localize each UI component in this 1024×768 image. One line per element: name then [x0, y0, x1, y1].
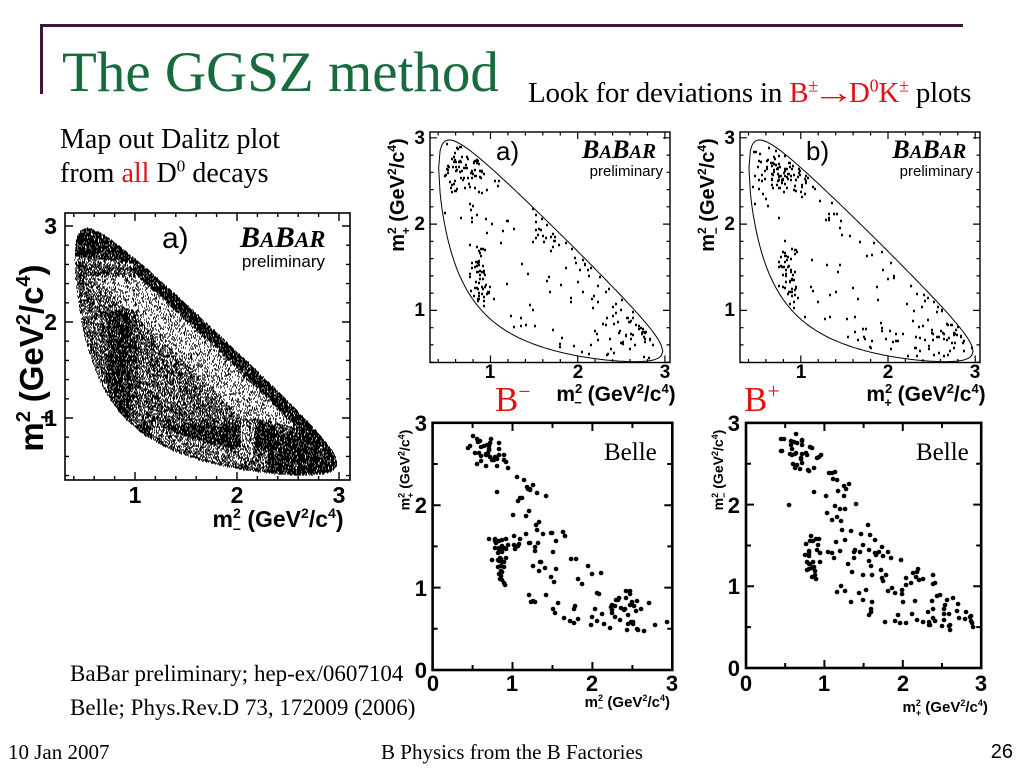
svg-text:1: 1	[728, 574, 740, 599]
svg-text:preliminary: preliminary	[242, 252, 326, 271]
svg-text:m2+ (GeV2/c4): m2+ (GeV2/c4)	[397, 430, 416, 511]
svg-text:BABAR: BABAR	[239, 221, 325, 254]
svg-text:m2− (GeV2/c4): m2− (GeV2/c4)	[710, 430, 729, 511]
svg-text:m2− (GeV2/c4): m2− (GeV2/c4)	[213, 505, 344, 537]
svg-text:Belle: Belle	[604, 439, 657, 466]
svg-text:preliminary: preliminary	[590, 163, 664, 180]
svg-text:1: 1	[414, 300, 425, 321]
svg-text:Belle: Belle	[916, 439, 969, 466]
svg-text:m2− (GeV2/c4): m2− (GeV2/c4)	[585, 693, 670, 713]
svg-text:2: 2	[415, 493, 427, 518]
svg-text:2: 2	[231, 482, 244, 508]
svg-text:1: 1	[818, 671, 830, 696]
svg-text:3: 3	[414, 128, 425, 149]
svg-text:m2− (GeV2/c4): m2− (GeV2/c4)	[556, 381, 675, 410]
svg-text:a): a)	[162, 222, 189, 255]
svg-text:3: 3	[724, 128, 735, 149]
svg-text:2: 2	[573, 362, 584, 383]
svg-text:preliminary: preliminary	[900, 163, 974, 180]
svg-text:3: 3	[975, 671, 987, 696]
svg-text:m2+ (GeV2/c4): m2+ (GeV2/c4)	[903, 698, 988, 718]
svg-text:m2+ (GeV2/c4): m2+ (GeV2/c4)	[13, 264, 58, 451]
svg-text:b): b)	[806, 136, 829, 166]
svg-text:3: 3	[666, 671, 678, 696]
svg-text:2: 2	[586, 671, 598, 696]
svg-text:1: 1	[724, 300, 735, 321]
svg-text:3: 3	[44, 213, 57, 239]
svg-text:1: 1	[796, 362, 807, 383]
svg-text:3: 3	[728, 411, 740, 436]
svg-text:1: 1	[44, 405, 57, 431]
svg-text:3: 3	[333, 482, 346, 508]
svg-text:2: 2	[44, 309, 57, 335]
svg-text:a): a)	[496, 136, 519, 166]
svg-text:BABAR: BABAR	[581, 135, 656, 164]
svg-text:1: 1	[485, 362, 496, 383]
svg-text:m2+ (GeV2/c4): m2+ (GeV2/c4)	[385, 138, 413, 251]
svg-text:3: 3	[970, 362, 981, 383]
svg-text:2: 2	[883, 362, 894, 383]
svg-text:BABAR: BABAR	[891, 135, 966, 164]
svg-text:2: 2	[414, 214, 425, 235]
svg-text:3: 3	[660, 362, 671, 383]
svg-text:3: 3	[415, 411, 427, 436]
svg-text:0: 0	[415, 658, 427, 683]
svg-text:2: 2	[724, 214, 735, 235]
svg-text:m2− (GeV2/c4): m2− (GeV2/c4)	[695, 138, 723, 251]
svg-text:1: 1	[129, 482, 142, 508]
svg-text:0: 0	[740, 671, 752, 696]
svg-text:2: 2	[728, 493, 740, 518]
svg-text:0: 0	[728, 656, 740, 681]
svg-text:0: 0	[427, 671, 439, 696]
svg-text:m2+ (GeV2/c4): m2+ (GeV2/c4)	[866, 381, 985, 410]
svg-text:2: 2	[897, 671, 909, 696]
svg-text:1: 1	[415, 576, 427, 601]
svg-text:1: 1	[506, 671, 518, 696]
